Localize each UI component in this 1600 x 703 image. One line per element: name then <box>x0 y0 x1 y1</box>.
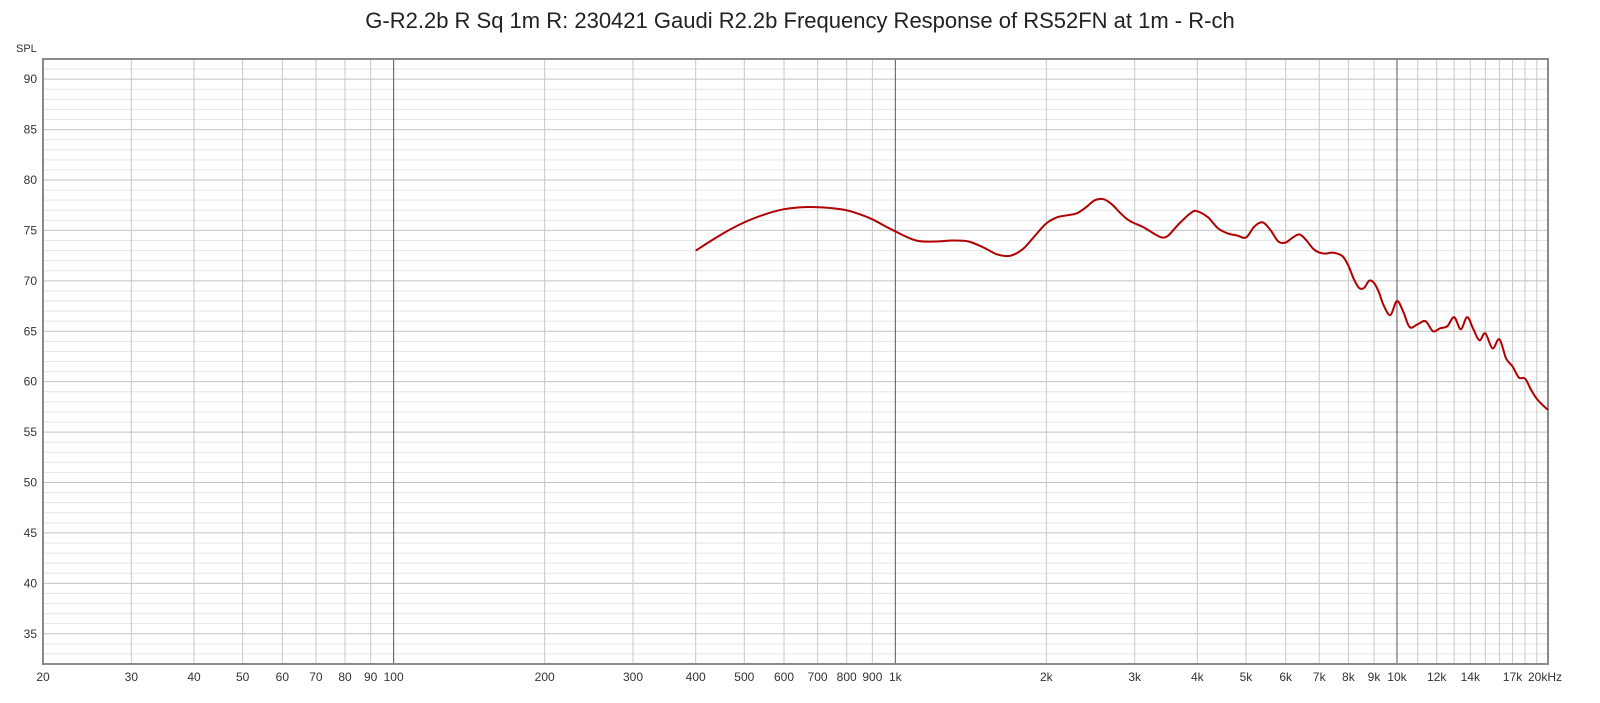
x-tick-label: 17k <box>1503 670 1523 684</box>
x-tick-label: 6k <box>1279 670 1293 684</box>
y-tick-label: 50 <box>24 476 38 490</box>
x-tick-label: 500 <box>734 670 754 684</box>
x-tick-label: 12k <box>1427 670 1447 684</box>
x-tick-label: 60 <box>276 670 290 684</box>
x-tick-label: 800 <box>837 670 857 684</box>
x-tick-label: 7k <box>1313 670 1327 684</box>
y-tick-label: 45 <box>24 526 38 540</box>
x-tick-label: 70 <box>309 670 323 684</box>
x-tick-label: 4k <box>1191 670 1205 684</box>
x-tick-label: 90 <box>364 670 378 684</box>
x-tick-label: 100 <box>384 670 404 684</box>
y-tick-label: 90 <box>24 72 38 86</box>
y-tick-label: 70 <box>24 274 38 288</box>
y-tick-label: 65 <box>24 324 38 338</box>
x-tick-label: 400 <box>686 670 706 684</box>
x-tick-label: 20 <box>36 670 50 684</box>
x-tick-label: 9k <box>1368 670 1382 684</box>
x-tick-label: 900 <box>862 670 882 684</box>
y-tick-label: 55 <box>24 425 38 439</box>
y-axis-label: SPL <box>16 43 37 55</box>
x-tick-label: 300 <box>623 670 643 684</box>
y-tick-label: 80 <box>24 173 38 187</box>
x-tick-label: 10k <box>1387 670 1407 684</box>
x-tick-label: 80 <box>338 670 352 684</box>
x-tick-label: 5k <box>1240 670 1254 684</box>
y-tick-label: 40 <box>24 576 38 590</box>
x-tick-label: 20kHz <box>1528 670 1562 684</box>
y-tick-label: 60 <box>24 375 38 389</box>
plot-frame <box>42 58 1549 665</box>
x-tick-label: 3k <box>1128 670 1142 684</box>
x-tick-label: 8k <box>1342 670 1356 684</box>
x-tick-label: 1k <box>889 670 903 684</box>
y-tick-label: 35 <box>24 627 38 641</box>
x-tick-label: 600 <box>774 670 794 684</box>
x-tick-label: 14k <box>1461 670 1481 684</box>
x-tick-label: 50 <box>236 670 250 684</box>
chart-title: G-R2.2b R Sq 1m R: 230421 Gaudi R2.2b Fr… <box>365 8 1235 33</box>
y-tick-label: 75 <box>24 223 38 237</box>
x-tick-label: 200 <box>535 670 555 684</box>
x-tick-label: 2k <box>1040 670 1054 684</box>
y-tick-label: 85 <box>24 123 38 137</box>
series-line <box>695 197 1549 411</box>
x-tick-label: 40 <box>187 670 201 684</box>
x-tick-label: 30 <box>125 670 139 684</box>
x-tick-label: 700 <box>808 670 828 684</box>
